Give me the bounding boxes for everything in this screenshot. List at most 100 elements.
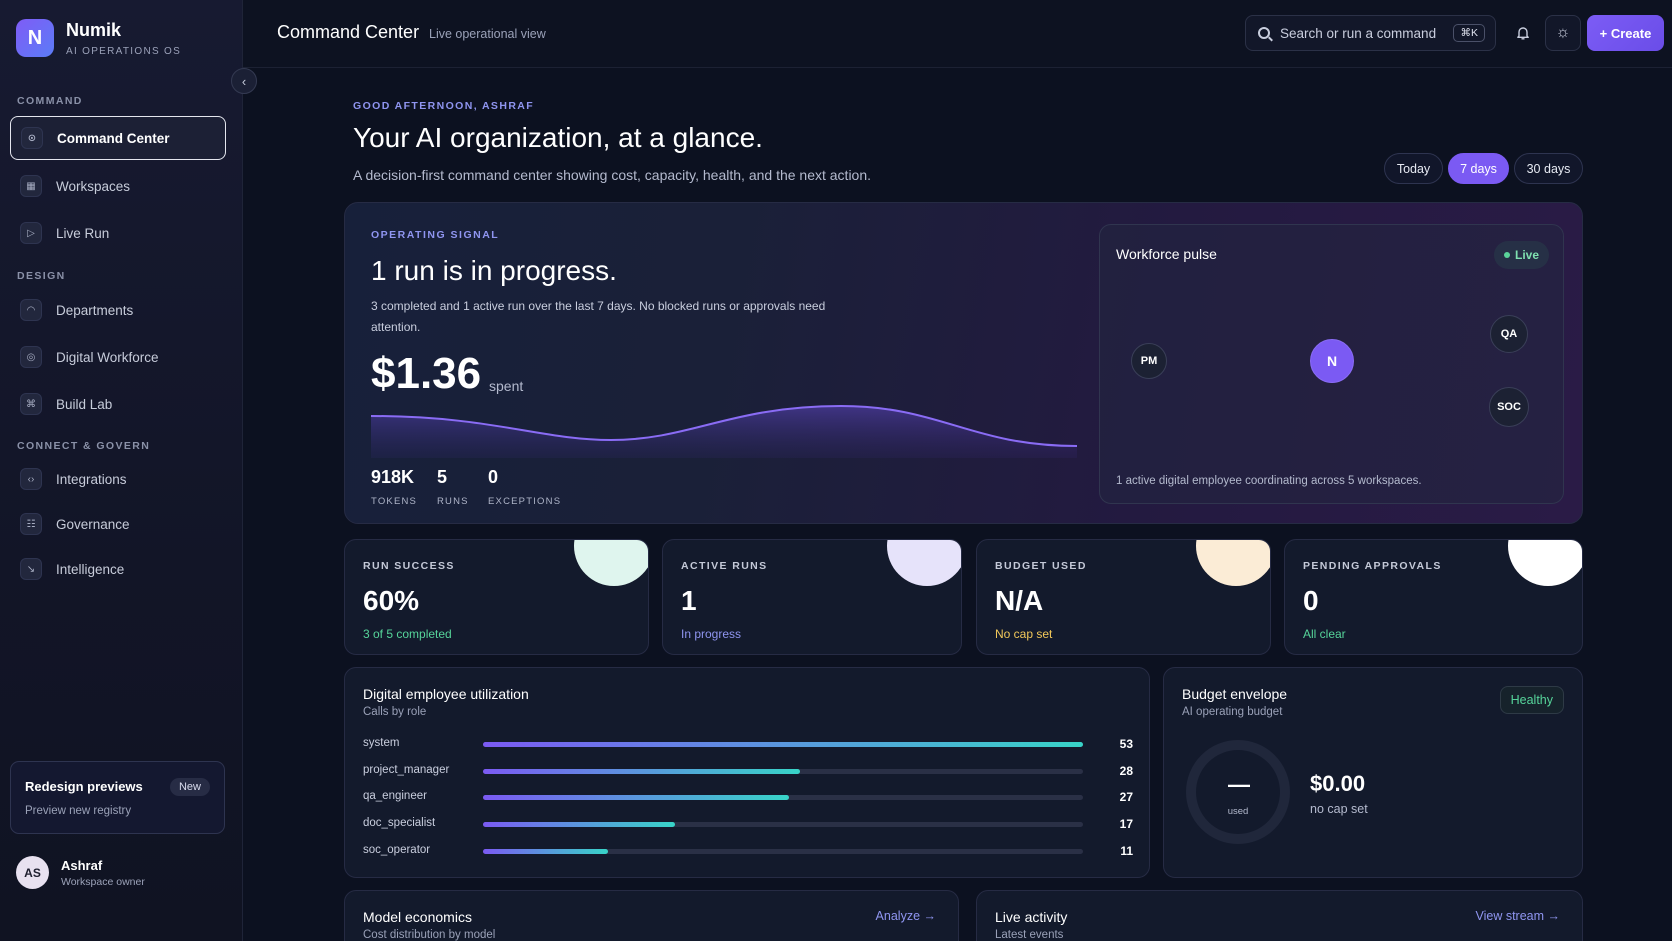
node-qa[interactable]: QA [1490, 315, 1528, 353]
signal-title: 1 run is in progress. [371, 255, 617, 286]
promo-title: Redesign previews [25, 779, 143, 794]
sun-icon: ☼ [1555, 24, 1571, 41]
pulse-footer: 1 active digital employee coordinating a… [1116, 475, 1422, 487]
live-badge: Live [1493, 241, 1549, 269]
kpi-label: BUDGET USED [995, 560, 1087, 572]
search-icon [1258, 27, 1270, 39]
bar-track [483, 769, 1083, 774]
play-icon: ▷ [20, 222, 42, 244]
node-pm[interactable]: PM [1131, 343, 1167, 379]
spent-amount: $1.36 [371, 349, 482, 398]
model-economics-card: Model economics Cost distribution by mod… [344, 890, 959, 941]
utilization-row: system 53 [363, 735, 1133, 753]
kpi-accent [1508, 540, 1582, 586]
brand-subtitle: AI OPERATIONS OS [66, 45, 182, 57]
card-subtitle: Cost distribution by model [363, 929, 496, 941]
sidebar-item-label: Departments [56, 302, 134, 318]
sidebar-item-intelligence[interactable]: ↘ Intelligence [10, 547, 226, 591]
hero-title: Your AI organization, at a glance. [353, 122, 763, 153]
range-30-days-button[interactable]: 30 days [1514, 153, 1583, 184]
utilization-row: soc_operator 11 [363, 842, 1133, 860]
create-button[interactable]: + Create [1587, 15, 1664, 51]
signal-description: 3 completed and 1 active run over the la… [371, 299, 826, 334]
code-icon: ‹› [20, 468, 42, 490]
sidebar-item-governance[interactable]: ☷ Governance [10, 502, 226, 546]
brand[interactable]: N Numik AI OPERATIONS OS [16, 19, 181, 57]
spent-label: spent [489, 378, 524, 394]
brand-name: Numik [66, 19, 122, 40]
nav-section-design: DESIGN [17, 270, 66, 282]
range-7-days-button[interactable]: 7 days [1448, 153, 1509, 184]
promo-subtitle: Preview new registry [25, 805, 132, 817]
role-value: 28 [1119, 764, 1133, 778]
kpi-accent [1196, 540, 1270, 586]
sidebar-item-workspaces[interactable]: ▦ Workspaces [10, 164, 226, 208]
theme-toggle-button[interactable]: ☼ [1545, 15, 1581, 51]
collapse-sidebar-button[interactable]: ‹ [231, 68, 257, 94]
role-value: 27 [1119, 790, 1133, 804]
card-subtitle: AI operating budget [1182, 706, 1283, 718]
sidebar-item-command-center[interactable]: ⊙ Command Center [10, 116, 226, 160]
stat-runs: 5 RUNS [437, 467, 469, 507]
stat-label: RUNS [437, 496, 469, 507]
bell-icon: ◠ [20, 299, 42, 321]
sidebar-item-label: Intelligence [56, 561, 125, 577]
kpi-accent [887, 540, 961, 586]
card-subtitle: Calls by role [363, 706, 427, 718]
bar-track [483, 822, 1083, 827]
kpi-run-success[interactable]: RUN SUCCESS 60% 3 of 5 completed [344, 539, 649, 655]
sidebar-item-label: Governance [56, 516, 130, 532]
sidebar-item-label: Build Lab [56, 396, 113, 412]
sidebar: N Numik AI OPERATIONS OS COMMAND ⊙ Comma… [0, 0, 243, 941]
stat-tokens: 918K TOKENS [371, 467, 417, 507]
user-name: Ashraf [61, 857, 103, 873]
user-profile[interactable]: AS Ashraf Workspace owner [16, 856, 145, 889]
role-name: qa_engineer [363, 790, 427, 802]
sidebar-item-build-lab[interactable]: ⌘ Build Lab [10, 382, 226, 426]
sidebar-item-live-run[interactable]: ▷ Live Run [10, 211, 226, 255]
kpi-budget-used[interactable]: BUDGET USED N/A No cap set [976, 539, 1271, 655]
search-input[interactable]: Search or run a command ⌘K [1245, 15, 1496, 51]
role-name: system [363, 737, 400, 749]
budget-cap: no cap set [1310, 802, 1368, 816]
role-value: 53 [1119, 737, 1133, 751]
notifications-button[interactable] [1505, 15, 1541, 51]
kpi-value: 0 [1303, 585, 1319, 616]
stat-value: 5 [437, 467, 448, 487]
brand-logo: N [16, 19, 54, 57]
analyze-link[interactable]: Analyze → [875, 909, 936, 923]
chevron-left-icon: ‹ [241, 73, 247, 89]
sidebar-item-label: Workspaces [56, 178, 131, 194]
stat-exceptions: 0 EXCEPTIONS [488, 467, 561, 507]
card-title: Model economics [363, 909, 472, 925]
command-icon: ⊙ [21, 127, 43, 149]
bar-track [483, 742, 1083, 747]
view-stream-link[interactable]: View stream → [1475, 909, 1560, 923]
card-subtitle: Latest events [995, 929, 1064, 941]
kpi-label: RUN SUCCESS [363, 560, 455, 572]
kpi-active-runs[interactable]: ACTIVE RUNS 1 In progress [662, 539, 962, 655]
kpi-subtext: 3 of 5 completed [363, 627, 452, 641]
node-main-agent[interactable]: N [1310, 339, 1354, 383]
kpi-value: 1 [681, 585, 697, 616]
sidebar-item-digital-workforce[interactable]: ◎ Digital Workforce [10, 335, 226, 379]
role-name: project_manager [363, 764, 450, 776]
kpi-label: PENDING APPROVALS [1303, 560, 1442, 572]
node-soc[interactable]: SOC [1489, 387, 1529, 427]
sidebar-item-integrations[interactable]: ‹› Integrations [10, 457, 226, 501]
workforce-pulse-panel: Workforce pulse Live PM N QA SOC 1 activ… [1099, 224, 1564, 504]
sidebar-item-departments[interactable]: ◠ Departments [10, 288, 226, 332]
ring-value: — [1228, 772, 1250, 797]
hero-subtitle: A decision-first command center showing … [353, 167, 872, 183]
redesign-previews-card[interactable]: Redesign previews New Preview new regist… [10, 761, 225, 834]
trend-icon: ↘ [20, 558, 42, 580]
status-badge: Healthy [1499, 686, 1564, 714]
range-today-button[interactable]: Today [1384, 153, 1443, 184]
signal-label: OPERATING SIGNAL [371, 229, 500, 241]
stat-value: 918K [371, 467, 415, 487]
kpi-pending-approvals[interactable]: PENDING APPROVALS 0 All clear [1284, 539, 1583, 655]
card-title: Digital employee utilization [363, 686, 529, 702]
bar-fill [483, 769, 800, 774]
top-bar: Command Center Live operational view Sea… [243, 0, 1672, 68]
bell-icon [1517, 27, 1529, 40]
